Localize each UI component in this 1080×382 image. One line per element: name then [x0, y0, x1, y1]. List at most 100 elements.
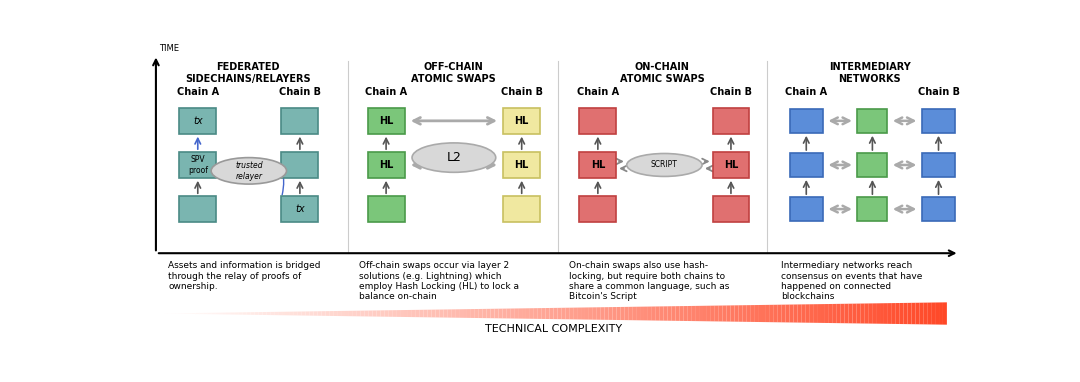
Text: Assets and information is bridged
through the relay of proofs of
ownership.: Assets and information is bridged throug… [168, 261, 321, 291]
Polygon shape [806, 304, 809, 323]
Polygon shape [475, 309, 478, 318]
Text: SCRIPT: SCRIPT [651, 160, 678, 170]
Text: TECHNICAL COMPLEXITY: TECHNICAL COMPLEXITY [485, 324, 622, 334]
Polygon shape [723, 306, 727, 322]
Polygon shape [656, 306, 660, 320]
FancyBboxPatch shape [922, 153, 956, 177]
Polygon shape [400, 310, 404, 317]
Polygon shape [573, 308, 577, 319]
Text: HL: HL [514, 116, 529, 126]
Polygon shape [672, 306, 675, 321]
Polygon shape [593, 307, 597, 320]
FancyBboxPatch shape [503, 108, 540, 134]
FancyBboxPatch shape [282, 196, 319, 222]
Polygon shape [640, 307, 644, 320]
Polygon shape [892, 303, 895, 324]
Polygon shape [258, 312, 262, 315]
Polygon shape [298, 311, 301, 316]
Polygon shape [377, 311, 380, 317]
Polygon shape [703, 306, 707, 321]
FancyBboxPatch shape [282, 108, 319, 134]
Text: Intermediary networks reach
consensus on events that have
happened on connected
: Intermediary networks reach consensus on… [781, 261, 922, 301]
Polygon shape [289, 312, 294, 316]
Polygon shape [565, 308, 569, 319]
Polygon shape [861, 304, 864, 324]
Text: HL: HL [591, 160, 605, 170]
Polygon shape [451, 309, 455, 318]
Text: Chain B: Chain B [918, 87, 959, 97]
FancyBboxPatch shape [367, 196, 405, 222]
Text: Chain B: Chain B [710, 87, 752, 97]
Polygon shape [318, 311, 322, 316]
Polygon shape [384, 310, 389, 317]
Polygon shape [172, 313, 176, 314]
Polygon shape [935, 303, 939, 325]
Polygon shape [907, 303, 912, 324]
Polygon shape [499, 309, 502, 318]
Polygon shape [746, 305, 751, 322]
Text: trusted
relayer: trusted relayer [235, 161, 262, 181]
Polygon shape [818, 304, 821, 323]
Polygon shape [349, 311, 353, 316]
Polygon shape [833, 304, 837, 323]
Text: Chain B: Chain B [501, 87, 542, 97]
Polygon shape [411, 310, 416, 317]
Polygon shape [345, 311, 349, 316]
Polygon shape [782, 304, 785, 322]
Text: tx: tx [193, 116, 203, 126]
Text: HL: HL [379, 160, 393, 170]
Polygon shape [801, 304, 806, 323]
Text: Chain A: Chain A [785, 87, 827, 97]
Polygon shape [490, 309, 495, 318]
Polygon shape [294, 312, 298, 316]
Polygon shape [200, 313, 203, 314]
Polygon shape [840, 304, 845, 323]
Polygon shape [530, 308, 534, 319]
Text: Chain A: Chain A [577, 87, 619, 97]
Text: SPV
proof: SPV proof [188, 155, 207, 175]
Polygon shape [396, 310, 400, 317]
Polygon shape [270, 312, 274, 315]
Polygon shape [699, 306, 703, 321]
Text: Chain B: Chain B [279, 87, 321, 97]
Polygon shape [880, 303, 883, 324]
Polygon shape [538, 308, 542, 319]
Text: HL: HL [379, 116, 393, 126]
Polygon shape [605, 307, 608, 320]
Polygon shape [423, 310, 428, 317]
FancyBboxPatch shape [179, 196, 216, 222]
Polygon shape [773, 305, 778, 322]
Polygon shape [368, 311, 373, 317]
Polygon shape [904, 303, 907, 324]
Polygon shape [526, 308, 530, 319]
Text: OFF-CHAIN
ATOMIC SWAPS: OFF-CHAIN ATOMIC SWAPS [410, 62, 496, 84]
Polygon shape [255, 312, 258, 315]
Polygon shape [495, 309, 499, 318]
Polygon shape [652, 306, 656, 320]
Polygon shape [239, 312, 243, 315]
Polygon shape [581, 308, 585, 320]
Polygon shape [356, 311, 361, 316]
Polygon shape [751, 305, 754, 322]
Polygon shape [762, 305, 766, 322]
FancyBboxPatch shape [858, 109, 888, 133]
Polygon shape [883, 303, 888, 324]
Polygon shape [455, 309, 459, 318]
Text: Off-chain swaps occur via layer 2
solutions (e.g. Lightning) which
employ Hash L: Off-chain swaps occur via layer 2 soluti… [360, 261, 519, 301]
Polygon shape [550, 308, 553, 319]
Polygon shape [553, 308, 557, 319]
Polygon shape [313, 311, 318, 316]
Polygon shape [408, 310, 411, 317]
Polygon shape [845, 304, 849, 323]
Polygon shape [873, 303, 876, 324]
Polygon shape [471, 309, 475, 318]
Polygon shape [483, 309, 487, 318]
FancyBboxPatch shape [580, 152, 617, 178]
Polygon shape [821, 304, 825, 323]
Polygon shape [667, 306, 672, 321]
Polygon shape [939, 303, 943, 325]
Polygon shape [739, 305, 742, 322]
Polygon shape [597, 307, 600, 320]
Polygon shape [620, 307, 624, 320]
Polygon shape [389, 310, 392, 317]
